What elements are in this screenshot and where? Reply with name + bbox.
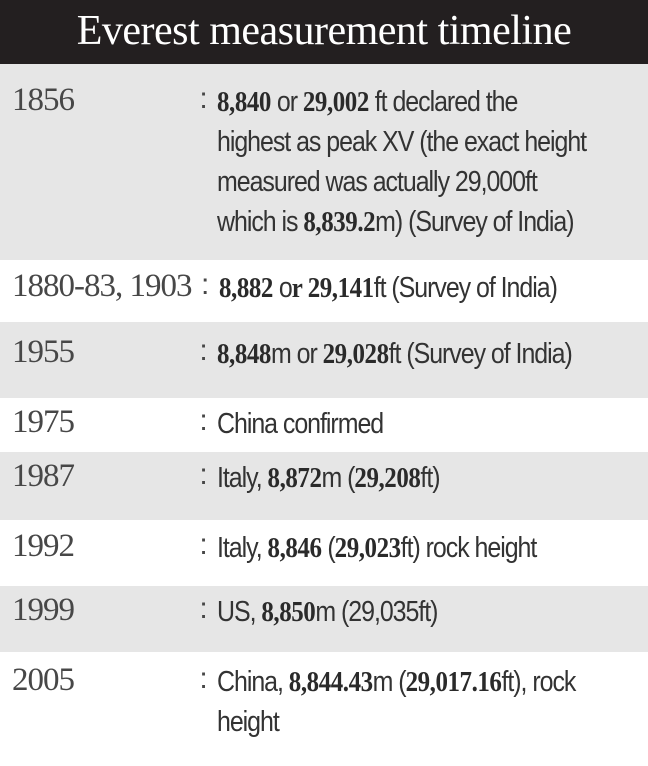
timeline-row: 1992: Italy, 8,846 (29,023ft) rock height [0,520,648,586]
timeline-description: 8,882 or 29,141ft (Survey of India) [219,268,588,308]
measurement-value: 29,017.16 [405,666,502,698]
timeline-description: US, 8,850m (29,035ft) [217,592,587,632]
timeline-year: 1955 [12,334,75,370]
description-text: Italy, [217,532,268,564]
description-text: m ( [372,666,407,698]
page-title: Everest measurement timeline [0,0,648,64]
description-text: m (29,035ft) [315,596,439,628]
measurement-value: 29,023 [334,532,401,564]
timeline-separator: : [199,404,208,437]
measurement-value: r 29,141 [291,272,374,304]
timeline-separator: : [201,268,210,301]
timeline-year: 1999 [12,592,75,628]
timeline-description: China, 8,844.43m (29,017.16ft), rock hei… [217,662,587,742]
timeline-description: Italy, 8,872m (29,208ft) [217,458,587,498]
description-text: o [272,272,293,304]
timeline-row: 1856:8,840 or 29,002 ft declared the hig… [0,64,648,260]
description-text: China, [217,666,290,698]
timeline-row: 1987: Italy, 8,872m (29,208ft) [0,452,648,520]
timeline-description: China confirmed [217,404,587,444]
timeline-separator: : [199,458,208,491]
description-text: or [271,86,304,118]
description-text: US, [217,596,262,628]
timeline-year: 1987 [12,458,75,494]
description-text: ft (Survey of India) [388,338,573,370]
measurement-value: 8,839.2 [303,206,376,238]
description-text: ft), rock height [217,666,576,738]
timeline-separator: : [199,528,208,561]
timeline-description: 8,840 or 29,002 ft declared the highest … [217,82,587,242]
description-text: ft) rock height [400,532,538,564]
description-text: ft (Survey of India) [373,272,558,304]
measurement-value: 8,848 [217,338,272,370]
timeline-year: 2005 [12,662,75,698]
timeline-separator: : [199,662,208,695]
timeline-separator: : [199,334,208,367]
measurement-value: 8,882 [218,272,273,304]
timeline-row: 1880-83, 1903:8,882 or 29,141ft (Survey … [0,260,648,322]
timeline-row: 1999: US, 8,850m (29,035ft) [0,586,648,652]
measurement-value: 8,840 [217,86,272,118]
description-text: China confirmed [217,408,384,440]
measurement-value: 8,846 [267,532,322,564]
description-text: ( [321,532,336,564]
measurement-value: 8,872 [267,462,322,494]
description-text: Italy, [217,462,268,494]
timeline-year: 1880-83, 1903 [12,268,192,304]
description-text: m or [271,338,323,370]
timeline-year: 1856 [12,82,75,118]
timeline-description: 8,848m or 29,028ft (Survey of India) [217,334,587,374]
measurement-value: 8,844.43 [289,666,373,698]
timeline-description: Italy, 8,846 (29,023ft) rock height [217,528,587,568]
timeline-separator: : [199,592,208,625]
timeline-year: 1975 [12,404,75,440]
description-text: m ( [321,462,356,494]
timeline-row: 2005: China, 8,844.43m (29,017.16ft), roc… [0,652,648,766]
timeline-row: 1955:8,848m or 29,028ft (Survey of India… [0,322,648,398]
measurement-value: 29,002 [303,86,370,118]
timeline-separator: : [199,82,208,115]
measurement-value: 8,850 [261,596,316,628]
timeline-year: 1992 [12,528,75,564]
timeline-row: 1975: China confirmed [0,398,648,452]
description-text: ft) [420,462,441,494]
description-text: ft declared the highest as peak XV (the … [217,86,587,238]
description-text: m) (Survey of India) [375,206,574,238]
measurement-value: 29,028 [322,338,389,370]
timeline-table: 1856:8,840 or 29,002 ft declared the hig… [0,64,648,766]
measurement-value: 29,208 [354,462,421,494]
